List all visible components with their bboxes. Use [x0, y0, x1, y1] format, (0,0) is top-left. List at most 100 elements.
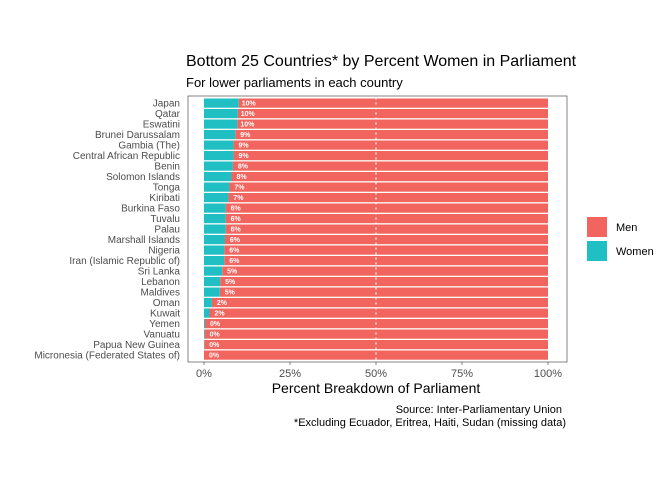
bar-data-label: 7% — [234, 185, 245, 192]
caption-footnote: *Excluding Ecuador, Eritrea, Haiti, Suda… — [294, 417, 566, 429]
category-label: Benin — [154, 162, 180, 173]
bar-men — [204, 340, 548, 350]
bar-women — [204, 319, 206, 329]
bar-data-label: 6% — [230, 237, 241, 244]
bar-women — [204, 329, 205, 339]
bar-women — [204, 172, 232, 182]
x-axis-ticks: 0% 25% 50% 75% 100% — [196, 362, 562, 380]
category-label: Gambia (The) — [118, 141, 180, 152]
category-label: Brunei Darussalam — [95, 130, 180, 141]
bar-women — [204, 224, 226, 234]
bar-data-label: 6% — [231, 206, 242, 213]
bar-data-label: 10% — [242, 101, 257, 108]
bar-women — [204, 203, 226, 213]
bar-women — [204, 109, 238, 119]
bar-women — [204, 235, 225, 245]
x-tick-label: 50% — [365, 368, 387, 380]
chart-title: Bottom 25 Countries* by Percent Women in… — [186, 53, 577, 70]
bar-men — [231, 172, 548, 182]
bar-men — [225, 224, 548, 234]
x-tick-label: 100% — [534, 368, 562, 380]
bar-data-label: 9% — [240, 132, 251, 139]
bar-data-label: 5% — [225, 279, 236, 286]
bar-data-label: 10% — [241, 111, 256, 118]
category-label: Solomon Islands — [106, 172, 180, 183]
legend-label-women: Women — [616, 246, 654, 258]
category-label: Tuvalu — [150, 214, 180, 225]
bar-women — [204, 119, 238, 129]
category-label: Sri Lanka — [138, 267, 181, 278]
bar-women — [204, 245, 225, 255]
category-label: Nigeria — [148, 246, 180, 257]
bar-women — [204, 298, 212, 308]
bar-data-label: 6% — [231, 227, 242, 234]
bar-men — [232, 161, 548, 171]
bar-data-label: 10% — [240, 122, 255, 129]
bar-data-label: 8% — [236, 174, 247, 181]
bar-women — [204, 182, 230, 192]
bar-data-label: 6% — [229, 248, 240, 255]
bar-men — [228, 193, 548, 203]
category-label: Marshall Islands — [108, 235, 180, 246]
bar-data-label: 0% — [210, 332, 221, 339]
category-label: Central African Republic — [73, 151, 180, 162]
category-label: Yemen — [149, 319, 180, 330]
x-tick-label: 25% — [279, 368, 301, 380]
bar-men — [211, 298, 549, 308]
bar-data-label: 7% — [233, 195, 244, 202]
bar-men — [235, 130, 548, 140]
category-label: Qatar — [155, 109, 181, 120]
bar-women — [204, 151, 234, 161]
bar-data-label: 8% — [238, 164, 249, 171]
bar-men — [238, 98, 548, 108]
category-label: Lebanon — [141, 277, 180, 288]
bar-women — [204, 214, 226, 224]
bar-women — [204, 140, 234, 150]
bar-women — [204, 130, 236, 140]
bar-women — [204, 277, 221, 287]
category-label: Vanuatu — [143, 330, 180, 341]
bar-men — [225, 214, 548, 224]
bar-data-label: 5% — [227, 269, 238, 276]
bar-data-label: 2% — [217, 300, 228, 307]
category-label: Burkina Faso — [121, 204, 180, 215]
category-label: Eswatini — [143, 120, 180, 131]
bar-data-label: 0% — [209, 342, 220, 349]
bar-women — [204, 256, 225, 266]
bar-women — [204, 161, 233, 171]
legend: Men Women — [587, 217, 654, 261]
category-label: Japan — [153, 99, 180, 110]
chart-subtitle: For lower parliaments in each country — [186, 75, 403, 90]
bar-data-label: 9% — [239, 143, 250, 150]
bar-women — [204, 266, 223, 276]
x-tick-label: 75% — [451, 368, 473, 380]
bar-data-label: 6% — [231, 216, 242, 223]
legend-swatch-men — [587, 217, 607, 237]
bar-men — [219, 287, 548, 297]
bar-women — [204, 287, 220, 297]
bars-group: 10% 10% 10% 9% 9% 9% 8% 8% 7% 7% 6% 6% 6% 6% 6% 6% 5% 5% 5… — [204, 98, 549, 360]
bar-men — [224, 245, 548, 255]
bar-men — [233, 151, 549, 161]
category-label: Kuwait — [150, 309, 180, 320]
bar-data-label: 0% — [209, 353, 220, 360]
bar-women — [204, 98, 239, 108]
category-label: Oman — [153, 298, 180, 309]
legend-label-men: Men — [616, 222, 637, 234]
category-label: Maldives — [141, 288, 180, 299]
bar-women — [204, 193, 229, 203]
bar-data-label: 0% — [210, 321, 221, 328]
category-label: Tonga — [153, 183, 181, 194]
bar-men — [233, 140, 549, 150]
plot-panel-border — [187, 95, 568, 363]
category-label: Kiribati — [149, 193, 180, 204]
bar-women — [204, 308, 210, 318]
bar-men — [204, 350, 548, 360]
bar-men — [222, 266, 548, 276]
category-label: Iran (Islamic Republic of) — [69, 256, 180, 267]
legend-swatch-women — [587, 241, 607, 261]
bar-men — [237, 119, 549, 129]
bar-data-label: 6% — [229, 258, 240, 265]
